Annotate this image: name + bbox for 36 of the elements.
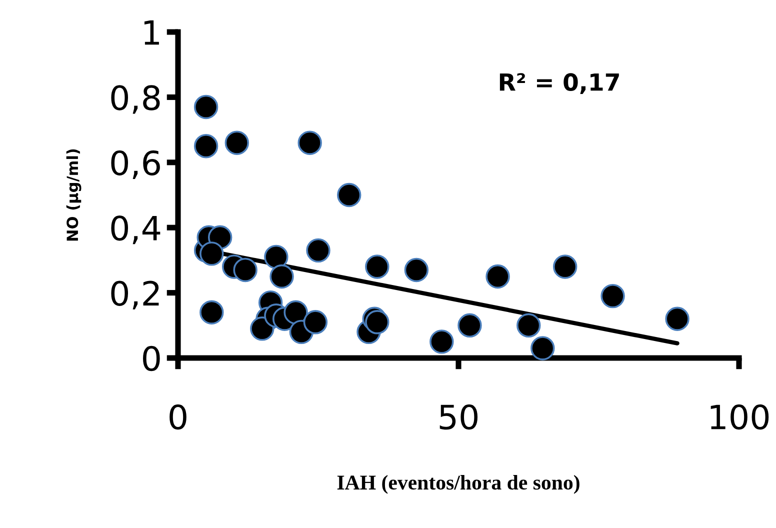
point	[200, 300, 224, 324]
point	[600, 284, 625, 308]
point	[200, 242, 224, 266]
y-tick-label: 0	[143, 346, 160, 372]
y-tick-label: 0,2	[111, 280, 159, 310]
y-axis-title: NO (µg/ml)	[66, 149, 82, 241]
y-tick-label: 0,8	[111, 85, 160, 114]
point	[430, 330, 454, 354]
point	[270, 264, 294, 289]
x-tick-label: 50	[440, 404, 478, 430]
y-tick-label: 0,4	[111, 216, 160, 244]
y-tick-label: 1	[144, 20, 159, 45]
point	[264, 244, 288, 270]
point	[516, 313, 541, 338]
point	[224, 130, 250, 155]
point	[284, 300, 308, 324]
point	[233, 258, 258, 282]
point	[552, 254, 578, 279]
x-tick-label: 0	[170, 404, 186, 430]
point	[486, 264, 510, 289]
annotation: R² = 0,17	[500, 73, 619, 94]
point	[194, 134, 218, 158]
point	[194, 94, 218, 120]
point	[665, 306, 690, 331]
x-tick-label: 100	[710, 404, 769, 430]
point	[458, 313, 482, 338]
point	[404, 258, 429, 282]
point	[365, 254, 390, 279]
point	[303, 310, 328, 334]
point	[337, 182, 362, 208]
y-tick-label: 0,6	[111, 150, 160, 179]
point	[306, 238, 330, 263]
point	[530, 336, 555, 360]
point	[298, 130, 322, 155]
x-axis-title: IAH (eventos/hora de sono)	[337, 474, 580, 494]
point	[365, 310, 390, 334]
